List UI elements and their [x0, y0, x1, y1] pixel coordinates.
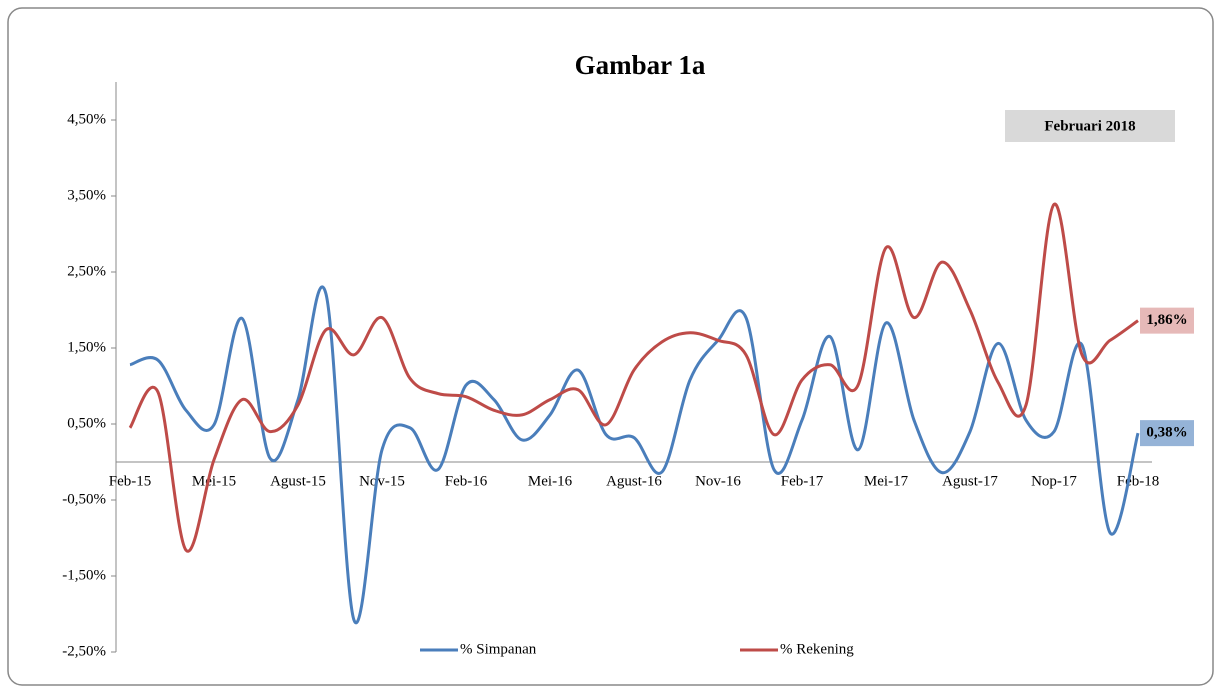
x-tick-label: Feb-18: [1117, 473, 1160, 489]
legend-label: % Rekening: [780, 641, 854, 657]
x-tick-label: Mei-16: [528, 473, 573, 489]
data-label-box: [1140, 420, 1194, 447]
x-tick-label: Feb-17: [781, 473, 824, 489]
data-label: 1,86%: [1146, 312, 1187, 328]
data-label-box: [1140, 307, 1194, 334]
x-tick-label: Feb-15: [109, 473, 152, 489]
x-tick-label: Agust-17: [942, 473, 998, 489]
x-tick-label: Mei-17: [864, 473, 909, 489]
y-tick-label: 2,50%: [67, 263, 106, 279]
chart-title: Gambar 1a: [575, 50, 706, 80]
data-label: 0,38%: [1146, 425, 1187, 441]
annotation-box: [1005, 110, 1175, 142]
series-line: [129, 285, 1140, 625]
x-tick-label: Agust-15: [270, 473, 326, 489]
y-tick-label: -1,50%: [62, 567, 106, 583]
y-tick-label: -0,50%: [62, 491, 106, 507]
x-tick-label: Nov-16: [695, 473, 741, 489]
y-tick-label: 3,50%: [67, 187, 106, 203]
series-line: [128, 202, 1139, 553]
x-tick-label: Agust-16: [606, 473, 662, 489]
x-tick-label: Nov-15: [359, 473, 405, 489]
y-tick-label: 4,50%: [67, 111, 106, 127]
y-tick-label: 1,50%: [67, 339, 106, 355]
x-tick-label: Nop-17: [1031, 473, 1077, 489]
chart-frame: [7, 7, 1214, 686]
annotation: Februari 2018: [1044, 118, 1135, 134]
legend-label: % Simpanan: [460, 641, 537, 657]
x-tick-label: Mei-15: [192, 473, 236, 489]
x-tick-label: Feb-16: [445, 473, 488, 489]
y-tick-label: -2,50%: [62, 643, 106, 659]
y-tick-label: 0,50%: [67, 415, 106, 431]
